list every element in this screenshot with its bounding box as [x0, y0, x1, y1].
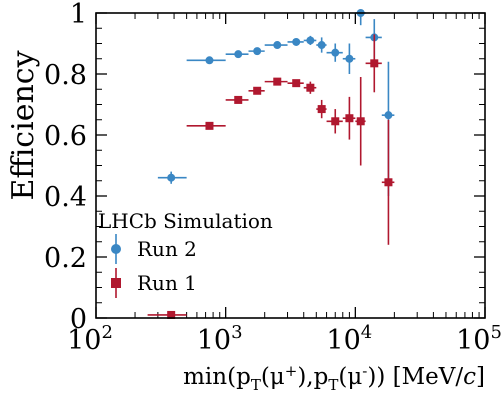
data-point — [317, 41, 326, 50]
y-tick-label: 1 — [70, 0, 87, 30]
data-point — [234, 95, 243, 104]
data-point — [306, 36, 315, 45]
x-tick-label: 105 — [456, 322, 501, 356]
data-point — [167, 310, 176, 319]
y-axis-label: Efficiency — [6, 50, 41, 200]
data-point — [292, 79, 301, 88]
x-axis-label: min(pT(μ+),pT(μ-)) [MeV/c] — [183, 362, 485, 394]
plot-frame — [95, 12, 486, 319]
data-point — [253, 47, 262, 56]
data-point — [356, 117, 365, 126]
data-point — [205, 56, 214, 65]
x-tick-label: 102 — [67, 322, 113, 356]
legend-title: LHCb Simulation — [98, 209, 273, 233]
data-point — [292, 37, 301, 46]
y-tick-label: 0.2 — [44, 243, 87, 274]
x-tick-label: 104 — [326, 322, 372, 356]
data-point — [273, 77, 282, 86]
data-point — [384, 111, 393, 120]
data-point — [331, 117, 340, 126]
x-tick-label: 103 — [197, 322, 243, 356]
legend-marker — [111, 278, 121, 288]
legend-label: Run 2 — [137, 237, 197, 261]
series-run-2 — [157, 9, 395, 196]
legend-entry-run-1: Run 1 — [111, 268, 197, 298]
legend-marker — [111, 244, 121, 254]
y-tick-label: 0 — [70, 304, 87, 335]
data-point — [384, 178, 393, 187]
data-point — [167, 173, 176, 182]
y-tick-label: 0.8 — [44, 60, 87, 91]
data-point — [317, 105, 326, 114]
y-tick-label: 0.4 — [44, 182, 87, 213]
data-point — [331, 48, 340, 57]
data-point — [345, 114, 354, 123]
legend: LHCb Simulation Run 2 Run 1 — [98, 209, 273, 298]
legend-entry-run-2: Run 2 — [111, 234, 197, 264]
data-point — [234, 50, 243, 59]
data-point — [253, 86, 262, 95]
data-point — [205, 121, 214, 130]
data-point — [345, 54, 354, 63]
data-series — [147, 9, 395, 319]
series-run-1 — [147, 34, 395, 319]
data-point — [306, 83, 315, 92]
legend-label: Run 1 — [137, 271, 197, 295]
data-point — [370, 59, 379, 68]
data-point — [273, 41, 282, 50]
y-tick-label: 0.6 — [44, 121, 87, 152]
tick-labels: 102 103 104 105 0 0.2 0.4 0.6 0.8 1 — [44, 0, 501, 356]
